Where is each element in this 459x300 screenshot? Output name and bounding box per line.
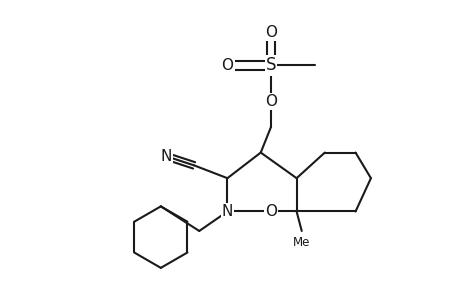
Text: O: O: [221, 58, 233, 73]
Text: O: O: [264, 25, 276, 40]
Text: O: O: [264, 204, 276, 219]
Text: Me: Me: [292, 236, 310, 249]
Text: O: O: [264, 94, 276, 109]
Text: N: N: [221, 204, 233, 219]
Text: N: N: [160, 148, 171, 164]
Text: S: S: [265, 56, 276, 74]
